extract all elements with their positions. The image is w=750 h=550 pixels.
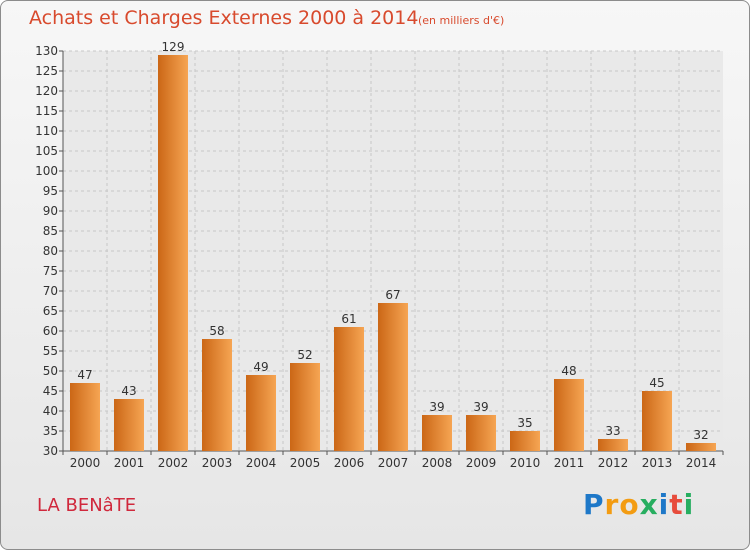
bar — [466, 415, 496, 451]
y-tick-label: 75 — [43, 264, 58, 278]
bar — [422, 415, 452, 451]
y-tick-label: 55 — [43, 344, 58, 358]
bar — [642, 391, 672, 451]
y-tick-label: 95 — [43, 184, 58, 198]
y-tick-label: 40 — [43, 404, 58, 418]
y-tick-label: 70 — [43, 284, 58, 298]
logo-letter: x — [639, 488, 659, 521]
bar-value-label: 129 — [162, 40, 185, 54]
bar — [246, 375, 276, 451]
bar — [114, 399, 144, 451]
bar-value-label: 39 — [473, 400, 488, 414]
x-tick-label: 2011 — [554, 456, 585, 470]
bar-value-label: 47 — [77, 368, 92, 382]
bar-value-label: 35 — [517, 416, 532, 430]
y-tick-label: 100 — [35, 164, 58, 178]
y-tick-label: 120 — [35, 84, 58, 98]
bar-value-label: 52 — [297, 348, 312, 362]
bar-value-label: 39 — [429, 400, 444, 414]
x-tick-label: 2008 — [422, 456, 453, 470]
x-tick-label: 2012 — [598, 456, 629, 470]
x-tick-label: 2014 — [686, 456, 717, 470]
bar — [158, 55, 188, 451]
bars — [70, 55, 716, 451]
bar-value-label: 49 — [253, 360, 268, 374]
bar-value-label: 32 — [693, 428, 708, 442]
y-tick-label: 110 — [35, 124, 58, 138]
x-tick-label: 2009 — [466, 456, 497, 470]
bar-value-label: 43 — [121, 384, 136, 398]
x-tick-label: 2002 — [158, 456, 189, 470]
y-tick-label: 80 — [43, 244, 58, 258]
place-name: LA BENâTE — [37, 495, 137, 516]
bar — [554, 379, 584, 451]
y-tick-label: 105 — [35, 144, 58, 158]
x-tick-label: 2000 — [70, 456, 101, 470]
bar-value-label: 45 — [649, 376, 664, 390]
bar — [686, 443, 716, 451]
y-tick-label: 85 — [43, 224, 58, 238]
bar — [510, 431, 540, 451]
y-tick-label: 50 — [43, 364, 58, 378]
bar — [290, 363, 320, 451]
y-tick-label: 115 — [35, 104, 58, 118]
x-tick-label: 2006 — [334, 456, 365, 470]
x-tick-label: 2013 — [642, 456, 673, 470]
y-tick-label: 130 — [35, 44, 58, 58]
bar — [70, 383, 100, 451]
x-tick-label: 2005 — [290, 456, 321, 470]
bar-value-label: 58 — [209, 324, 224, 338]
bar-value-label: 67 — [385, 288, 400, 302]
y-tick-label: 60 — [43, 324, 58, 338]
y-tick-label: 65 — [43, 304, 58, 318]
x-tick-label: 2007 — [378, 456, 409, 470]
bar-value-label: 33 — [605, 424, 620, 438]
logo-letter: r — [604, 488, 620, 521]
bar — [202, 339, 232, 451]
data-labels: 47 43 129 58 49 52 61 67 39 39 35 48 33 45 32 — [77, 40, 708, 442]
logo-letter: t — [669, 488, 684, 521]
proxiti-logo: Proxiti — [583, 488, 694, 521]
y-tick-label: 30 — [43, 444, 58, 458]
x-tick-label: 2004 — [246, 456, 277, 470]
bar — [378, 303, 408, 451]
y-tick-label: 45 — [43, 384, 58, 398]
x-tick-label: 2010 — [510, 456, 541, 470]
x-tick-label: 2001 — [114, 456, 145, 470]
logo-letter: o — [619, 488, 640, 521]
bar — [598, 439, 628, 451]
bar-value-label: 48 — [561, 364, 576, 378]
y-tick-label: 90 — [43, 204, 58, 218]
x-tick-label: 2003 — [202, 456, 233, 470]
bar-value-label: 61 — [341, 312, 356, 326]
logo-letter: i — [658, 488, 670, 521]
logo-letter: i — [683, 488, 695, 521]
y-tick-label: 35 — [43, 424, 58, 438]
bar — [334, 327, 364, 451]
chart-title: Achats et Charges Externes 2000 à 2014 — [29, 7, 419, 29]
logo-letter: P — [583, 488, 605, 521]
chart-unit-note: (en milliers d'€) — [418, 14, 505, 27]
y-tick-label: 125 — [35, 64, 58, 78]
